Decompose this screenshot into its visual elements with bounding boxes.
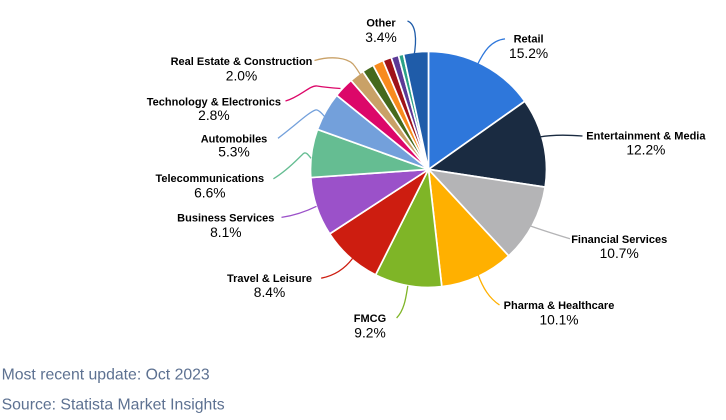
svg-text:2.0%: 2.0% [226, 69, 257, 84]
svg-text:Telecommunications: Telecommunications [155, 173, 264, 185]
svg-text:6.6%: 6.6% [194, 185, 225, 200]
svg-text:Automobiles: Automobiles [201, 134, 268, 146]
svg-text:8.4%: 8.4% [254, 285, 285, 300]
svg-text:Entertainment & Media: Entertainment & Media [586, 130, 706, 142]
svg-text:5.3%: 5.3% [218, 145, 249, 160]
svg-text:Other: Other [366, 17, 396, 29]
svg-text:Source: Statista Market Insigh: Source: Statista Market Insights [2, 397, 225, 414]
svg-text:FMCG: FMCG [354, 313, 386, 325]
svg-text:Most recent update: Oct 2023: Most recent update: Oct 2023 [2, 366, 210, 383]
svg-text:Financial Services: Financial Services [571, 234, 667, 246]
svg-text:15.2%: 15.2% [509, 46, 548, 61]
svg-text:Technology & Electronics: Technology & Electronics [147, 97, 281, 109]
svg-text:9.2%: 9.2% [354, 326, 385, 341]
svg-text:3.4%: 3.4% [365, 30, 396, 45]
svg-text:Real Estate & Construction: Real Estate & Construction [171, 56, 313, 68]
svg-text:Business Services: Business Services [177, 213, 274, 225]
svg-text:10.1%: 10.1% [539, 312, 578, 327]
svg-text:2.8%: 2.8% [198, 108, 229, 123]
svg-text:12.2%: 12.2% [626, 143, 665, 158]
svg-text:8.1%: 8.1% [210, 225, 241, 240]
svg-text:10.7%: 10.7% [600, 246, 639, 261]
svg-text:Pharma & Healthcare: Pharma & Healthcare [504, 300, 615, 312]
svg-text:Retail: Retail [514, 34, 544, 46]
svg-text:Travel & Leisure: Travel & Leisure [227, 273, 312, 285]
